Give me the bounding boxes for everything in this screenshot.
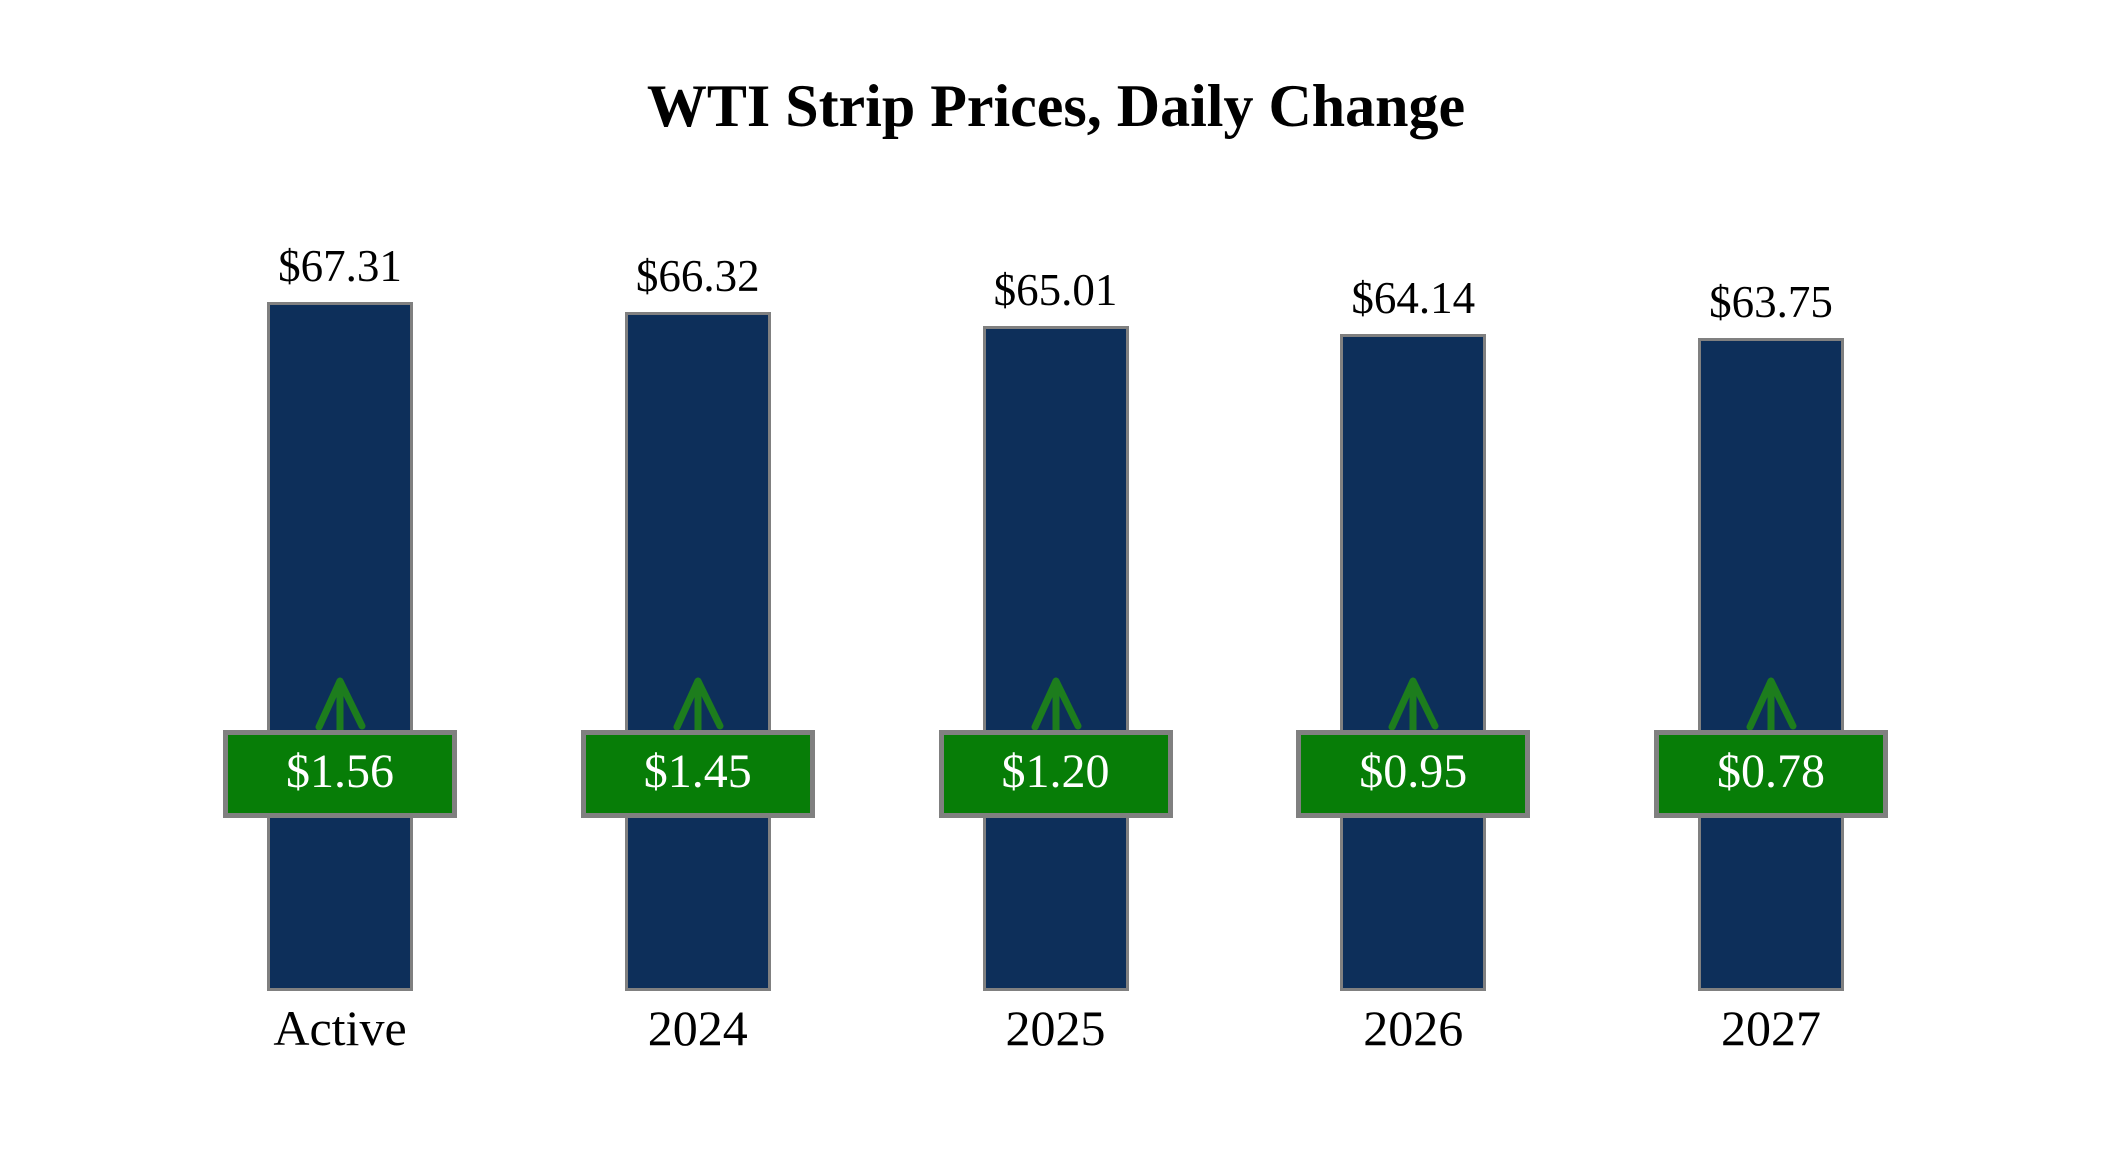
daily-change-badge: $1.20 [938,730,1173,818]
up-arrow-icon [1745,676,1797,738]
chart-title: WTI Strip Prices, Daily Change [646,73,1466,139]
up-arrow-icon [672,676,724,738]
category-label: 2024 [647,1000,748,1056]
daily-change-badge: $0.95 [1296,730,1531,818]
category-label: 2025 [1005,1000,1106,1056]
up-arrow-icon [1387,676,1439,738]
bar-value-label: $63.75 [1709,277,1833,327]
daily-change-value: $0.95 [1359,745,1468,798]
daily-change-badge: $0.78 [1654,730,1888,818]
strip-price-bar [267,302,413,991]
bar-value-label: $64.14 [1351,273,1476,323]
daily-change-value: $1.45 [643,745,752,798]
daily-change-value: $0.78 [1717,745,1825,798]
daily-change-badge: $1.56 [223,730,457,818]
bar-value-label: $67.31 [278,241,402,291]
up-arrow-icon [314,676,366,738]
strip-price-bar [1698,338,1844,991]
daily-change-value: $1.56 [286,745,394,798]
strip-price-bar [982,326,1129,991]
category-label: 2027 [1721,1000,1821,1056]
bar-value-label: $65.01 [993,265,1118,315]
bar-value-label: $66.32 [635,251,760,301]
daily-change-value: $1.20 [1001,745,1110,798]
strip-price-bar [624,312,771,991]
category-label: 2026 [1363,1000,1464,1056]
daily-change-badge: $1.45 [580,730,815,818]
up-arrow-icon [1030,676,1082,738]
category-label: Active [273,1000,407,1056]
strip-price-bar [1340,334,1487,991]
